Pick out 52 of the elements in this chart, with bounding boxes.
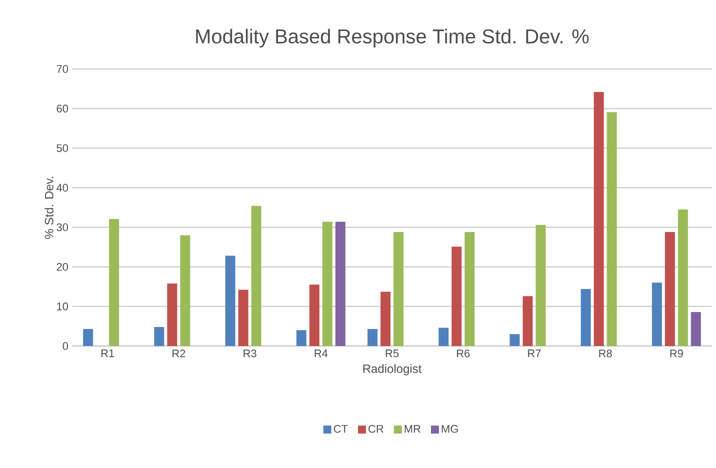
bar (167, 283, 178, 346)
bar (368, 328, 378, 346)
bar (580, 289, 591, 346)
x-tick-label: R5 (386, 350, 399, 358)
x-tick-label: R2 (172, 350, 186, 358)
bar (594, 92, 604, 346)
x-tick-label: R9 (670, 350, 683, 358)
bar (522, 296, 533, 346)
x-tick-label: R6 (456, 350, 470, 358)
bar (322, 222, 332, 346)
y-tick-label: 70 (56, 65, 68, 73)
bar (606, 112, 617, 346)
bar (438, 328, 449, 346)
bar (536, 224, 546, 346)
bar (394, 232, 404, 346)
bar (452, 246, 462, 346)
y-tick-label: 10 (57, 302, 68, 310)
x-tick-label: R1 (101, 350, 114, 358)
bar (309, 284, 320, 346)
y-tick-label: 0 (62, 342, 68, 350)
bar (154, 326, 164, 346)
y-tick-label: 30 (56, 223, 68, 232)
bar (296, 330, 306, 346)
bar (664, 232, 675, 346)
legend-label: MG (442, 424, 458, 433)
y-axis-title: % Std. Dev. (44, 176, 54, 239)
bar (83, 328, 94, 346)
bar (510, 334, 520, 346)
bar (652, 282, 662, 346)
bar (109, 218, 120, 346)
chart-title: Modality Based Response Time Std. Dev. % (196, 28, 589, 48)
y-tick-label: 20 (56, 262, 68, 271)
bar (690, 312, 701, 346)
y-tick-label: 60 (56, 104, 68, 112)
bar (251, 206, 262, 346)
bar (238, 290, 248, 346)
x-tick-label: R3 (244, 350, 256, 358)
bar (335, 222, 346, 346)
x-axis-title: Radiologist (363, 364, 422, 376)
y-tick-label: 40 (56, 184, 68, 192)
x-tick-label: R4 (314, 350, 328, 358)
bar (464, 232, 475, 346)
x-tick-label: R8 (599, 350, 612, 358)
x-tick-label: R7 (528, 350, 541, 358)
legend-label: CT (334, 424, 348, 433)
bar (225, 256, 236, 346)
legend-label: MR (404, 425, 420, 433)
bar (380, 292, 390, 346)
y-tick-label: 50 (56, 144, 68, 152)
legend-label: CR (368, 424, 384, 433)
bar (678, 209, 688, 346)
bar (180, 235, 190, 346)
